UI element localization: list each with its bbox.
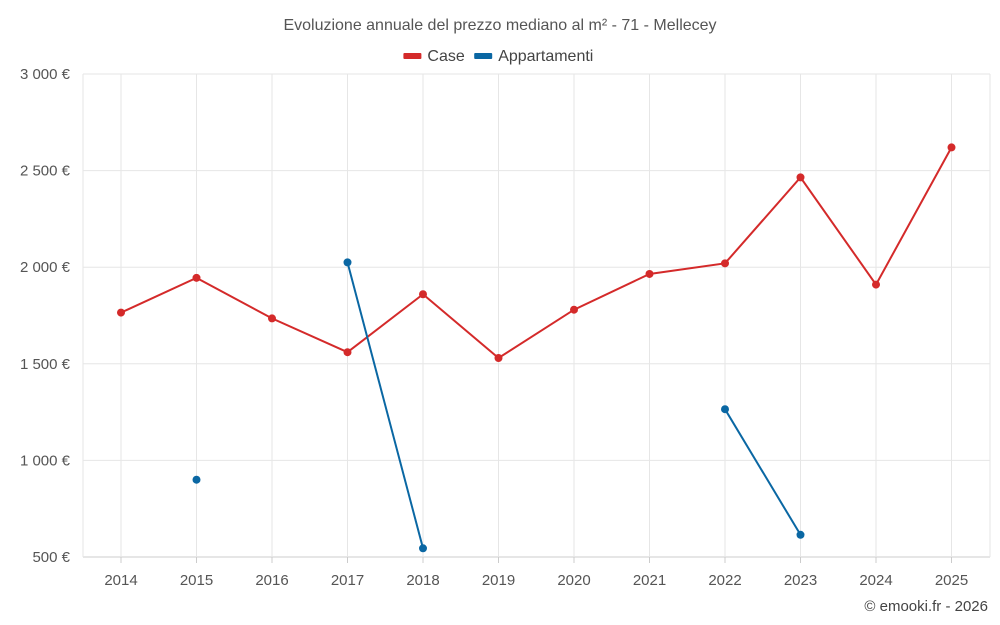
- data-point[interactable]: [796, 173, 805, 182]
- data-point[interactable]: [494, 354, 503, 363]
- data-point[interactable]: [645, 269, 654, 278]
- x-tick-label: 2016: [255, 572, 288, 589]
- series-case: [117, 143, 956, 363]
- data-point[interactable]: [570, 305, 578, 314]
- copyright-footer: © emooki.fr - 2026: [864, 598, 988, 615]
- legend: Case Appartamenti: [403, 48, 593, 65]
- series-line: [724, 408, 802, 536]
- legend-label: Case: [427, 48, 464, 65]
- data-point[interactable]: [721, 259, 729, 268]
- data-point[interactable]: [721, 405, 729, 414]
- y-axis-ticks: 500 € 1 000 € 1 500 € 2 000 € 2 500 € 3 000 €: [20, 66, 71, 566]
- series-layer: [117, 143, 956, 553]
- x-tick-label: 2020: [557, 572, 590, 589]
- x-tick-label: 2022: [708, 572, 741, 589]
- y-tick-label: 3 000 €: [20, 66, 71, 83]
- chart-title: Evoluzione annuale del prezzo mediano al…: [283, 17, 716, 34]
- series-line: [346, 262, 424, 549]
- data-point[interactable]: [268, 314, 276, 323]
- legend-swatch: [474, 53, 493, 59]
- data-point[interactable]: [419, 290, 427, 299]
- x-tick-label: 2014: [104, 572, 137, 589]
- y-tick-label: 1 500 €: [20, 356, 71, 373]
- data-point[interactable]: [343, 348, 352, 357]
- legend-item-case[interactable]: Case: [403, 48, 465, 65]
- data-point[interactable]: [872, 280, 880, 289]
- series-appartamenti: [192, 258, 805, 553]
- data-point[interactable]: [192, 273, 201, 282]
- data-point[interactable]: [796, 530, 805, 539]
- x-tick-label: 2025: [935, 572, 968, 589]
- x-tick-label: 2024: [859, 572, 892, 589]
- y-tick-label: 1 000 €: [20, 452, 71, 469]
- y-gridlines: [83, 73, 990, 558]
- x-tick-label: 2021: [633, 572, 666, 589]
- x-tick-label: 2023: [784, 572, 817, 589]
- legend-item-appartamenti[interactable]: Appartamenti: [474, 48, 593, 65]
- y-tick-label: 500 €: [32, 549, 70, 566]
- legend-label: Appartamenti: [498, 48, 593, 65]
- x-axis-ticks: 2014 2015 2016 2017 2018 2019 2020 2021 2022 2023…: [104, 572, 968, 589]
- x-tick-label: 2017: [331, 572, 364, 589]
- data-point[interactable]: [117, 308, 125, 317]
- x-gridlines: [82, 74, 991, 563]
- data-point[interactable]: [419, 544, 427, 553]
- data-point[interactable]: [343, 258, 352, 267]
- legend-swatch: [403, 53, 422, 59]
- data-point[interactable]: [192, 475, 201, 484]
- x-tick-label: 2019: [482, 572, 515, 589]
- y-tick-label: 2 500 €: [20, 163, 71, 180]
- series-line: [120, 146, 953, 360]
- x-tick-label: 2015: [180, 572, 213, 589]
- x-tick-label: 2018: [406, 572, 439, 589]
- data-point[interactable]: [947, 143, 956, 152]
- y-tick-label: 2 000 €: [20, 259, 71, 276]
